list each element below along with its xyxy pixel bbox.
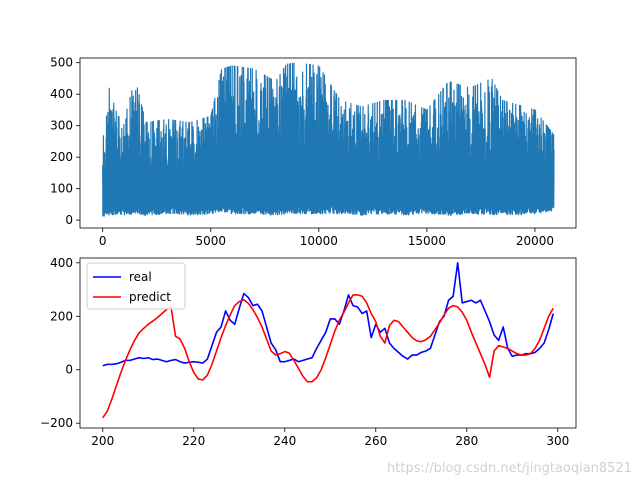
y-tick-label: 100 <box>50 182 73 196</box>
bottom-plot: 200 220 240 260 280 300 −200 0 200 400 real predict <box>40 256 577 448</box>
series-line <box>102 62 555 217</box>
legend-label-real: real <box>129 270 152 284</box>
y-tick-label: 300 <box>50 119 73 133</box>
y-tick-label: 200 <box>50 309 73 323</box>
legend: real predict <box>86 262 186 310</box>
x-tick-label: 200 <box>91 434 114 448</box>
x-tick-label: 300 <box>546 434 569 448</box>
x-tick-label: 280 <box>455 434 478 448</box>
watermark: https://blog.csdn.net/jingtaoqian8521 <box>387 461 632 476</box>
series-line-predict <box>102 294 554 419</box>
x-tick-label: 10000 <box>300 234 338 248</box>
y-tick-label: 400 <box>50 256 73 270</box>
series-line-real <box>102 262 555 367</box>
legend-label-predict: predict <box>129 290 171 304</box>
x-tick-label: 15000 <box>408 234 446 248</box>
x-tick-label: 240 <box>273 434 296 448</box>
y-tick-label: 500 <box>50 56 73 70</box>
x-tick-label: 20000 <box>516 234 554 248</box>
x-tick-label: 260 <box>364 434 387 448</box>
x-tick-label: 0 <box>99 234 107 248</box>
y-tick-label: 400 <box>50 87 73 101</box>
y-tick-label: 0 <box>65 363 73 377</box>
axes-frame <box>79 57 577 229</box>
x-tick-label: 220 <box>182 434 205 448</box>
x-tick-label: 5000 <box>195 234 226 248</box>
y-tick-label: 0 <box>65 213 73 227</box>
y-tick-label: 200 <box>50 150 73 164</box>
axes-frame <box>79 257 577 429</box>
y-tick-label: −200 <box>40 416 73 430</box>
top-plot: 0 5000 10000 15000 20000 0 100 200 300 400 500 <box>50 56 577 248</box>
